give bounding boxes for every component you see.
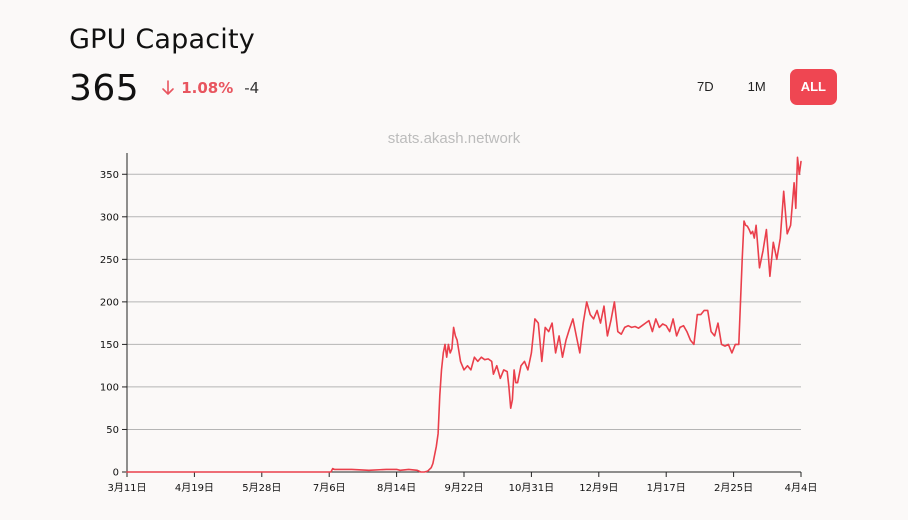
range-7d-button[interactable]: 7D bbox=[697, 79, 714, 94]
watermark: stats.akash.network bbox=[387, 130, 521, 147]
current-value: 365 bbox=[69, 67, 140, 109]
x-tick-label: 7月6日 bbox=[313, 482, 346, 494]
change-percent: 1.08% bbox=[181, 79, 234, 97]
x-tick-label: 2月25日 bbox=[714, 482, 753, 494]
range-1m-button[interactable]: 1M bbox=[747, 79, 766, 94]
series-line-0 bbox=[126, 156, 802, 473]
series bbox=[126, 156, 802, 473]
y-tick-label: 150 bbox=[100, 340, 119, 351]
metric-summary: 365 1.08% -4 bbox=[69, 66, 259, 110]
change-badge: 1.08% bbox=[161, 79, 233, 97]
y-tick-label: 300 bbox=[100, 212, 119, 223]
change-absolute: -4 bbox=[244, 79, 260, 97]
x-tick-label: 12月9日 bbox=[579, 482, 618, 494]
x-tick-label: 10月31日 bbox=[509, 482, 554, 494]
tick-labels: 0 50 100 150 200 250 300 350 3月11日 4月19日 5月28日 7月6日… bbox=[100, 170, 817, 494]
range-selector: 7D 1M ALL bbox=[673, 69, 837, 105]
x-tick-label: 3月11日 bbox=[107, 482, 146, 494]
chart-title: GPU Capacity bbox=[69, 24, 255, 55]
y-tick-label: 350 bbox=[100, 170, 119, 181]
x-tick-label: 1月17日 bbox=[647, 482, 686, 494]
y-tick-label: 100 bbox=[100, 382, 119, 393]
arrow-down-icon bbox=[162, 80, 175, 95]
y-tick-label: 50 bbox=[106, 425, 119, 436]
x-tick-label: 9月22日 bbox=[444, 482, 483, 494]
x-tick-label: 8月14日 bbox=[377, 482, 416, 494]
y-tick-label: 250 bbox=[100, 255, 119, 266]
x-tick-label: 4月4日 bbox=[785, 482, 818, 494]
y-tick-label: 200 bbox=[100, 297, 119, 308]
y-tick-label: 0 bbox=[113, 468, 119, 479]
x-tick-label: 5月28日 bbox=[242, 482, 281, 494]
x-tick-label: 4月19日 bbox=[175, 482, 214, 494]
grid bbox=[127, 173, 801, 430]
range-all-button[interactable]: ALL bbox=[789, 69, 837, 105]
